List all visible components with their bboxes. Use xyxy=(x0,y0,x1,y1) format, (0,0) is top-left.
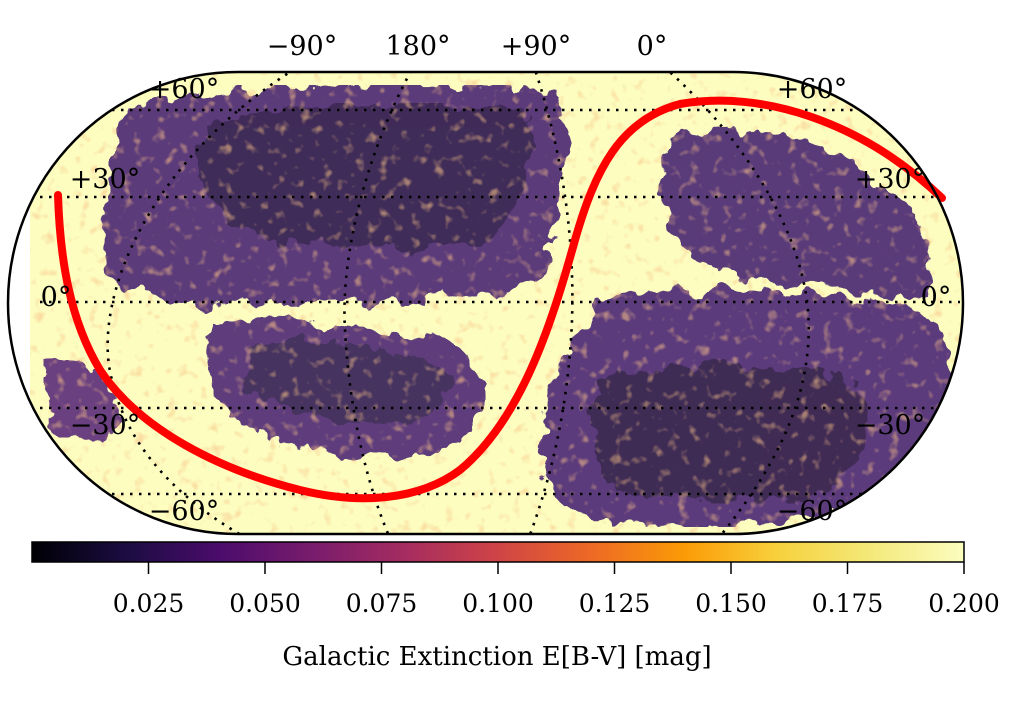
overlay-curve xyxy=(54,96,946,503)
longitude-label: 180° xyxy=(385,31,450,62)
graticule xyxy=(40,72,960,534)
map-boundary xyxy=(6,70,965,536)
colorbar: 0.025 0.050 0.075 0.100 0.125 0.150 0.175 0.200… xyxy=(31,541,1000,672)
extinction-speckle-texture xyxy=(30,72,963,534)
colorbar-tick-label: 0.125 xyxy=(579,589,651,618)
latitude-label-left: +60° xyxy=(149,74,219,105)
latitude-label-left: +30° xyxy=(70,164,140,195)
colorbar-tick-label: 0.200 xyxy=(928,589,1000,618)
colorbar-tick-label: 0.025 xyxy=(113,589,185,618)
latitude-label-left: −30° xyxy=(70,410,140,441)
latitude-label-right: −30° xyxy=(855,410,925,441)
longitude-label: 0° xyxy=(637,31,668,62)
colorbar-title: Galactic Extinction E[B-V] [mag] xyxy=(282,642,711,672)
longitude-line-a xyxy=(106,72,319,534)
longitude-line-b xyxy=(343,72,422,534)
longitude-line-c xyxy=(518,72,574,534)
latitude-label-right: 0° xyxy=(921,282,952,313)
colorbar-tick-label: 0.050 xyxy=(229,589,301,618)
latitude-label-left: −60° xyxy=(149,496,219,527)
longitude-label: −90° xyxy=(267,31,337,62)
longitude-line-d xyxy=(649,72,811,534)
colorbar-tick-label: 0.150 xyxy=(695,589,767,618)
longitude-label: +90° xyxy=(501,31,571,62)
latitude-label-right: −60° xyxy=(777,496,847,527)
extinction-map xyxy=(30,72,963,534)
latitude-label-right: +30° xyxy=(855,164,925,195)
colorbar-tick-label: 0.100 xyxy=(462,589,534,618)
colorbar-gradient xyxy=(31,541,965,563)
colorbar-ticks: 0.025 0.050 0.075 0.100 0.125 0.150 0.175 0.200 xyxy=(113,562,1000,618)
colorbar-tick-label: 0.175 xyxy=(812,589,884,618)
colorbar-tick-label: 0.075 xyxy=(346,589,418,618)
latitude-label-right: +60° xyxy=(777,74,847,105)
latitude-label-left: 0° xyxy=(41,282,72,313)
